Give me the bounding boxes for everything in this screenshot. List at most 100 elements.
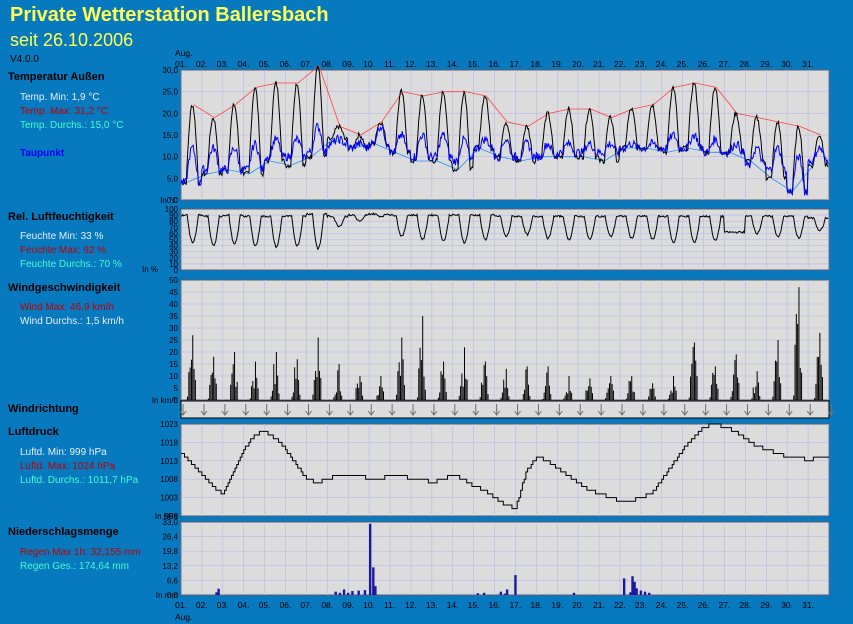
humidity-tick-label: 10 bbox=[169, 260, 178, 269]
temperature-tick-label: 0,0 bbox=[167, 196, 179, 205]
pressure-tick-label: 1008 bbox=[160, 475, 178, 484]
x-tick-label-top: 16. bbox=[489, 59, 501, 69]
wind-direction-arrow bbox=[326, 404, 333, 416]
x-tick-label-bottom: 25. bbox=[677, 600, 689, 610]
pressure-tick-label: 1023 bbox=[160, 420, 178, 429]
wind-direction-arrow bbox=[806, 404, 814, 416]
wind-direction-arrow bbox=[221, 404, 229, 416]
wind-direction-arrow bbox=[744, 404, 751, 416]
x-tick-label-bottom: 20. bbox=[572, 600, 584, 610]
rain-bar bbox=[374, 586, 377, 595]
x-tick-label-top: 14. bbox=[447, 59, 459, 69]
x-tick-label-top: 06. bbox=[280, 59, 292, 69]
x-tick-label-bottom: 07. bbox=[300, 600, 312, 610]
wind-direction-arrow bbox=[263, 404, 271, 416]
temp-max-envelope bbox=[193, 64, 821, 136]
x-tick-label-bottom: 01. bbox=[175, 600, 187, 610]
x-tick-label-bottom: 12. bbox=[405, 600, 417, 610]
rain-bar bbox=[631, 576, 634, 595]
wind-direction-arrow bbox=[200, 404, 208, 416]
rain-section-label: Niederschlagsmenge bbox=[8, 526, 119, 538]
x-tick-label-top: 28. bbox=[739, 59, 751, 69]
pressure-tick-label: 1018 bbox=[160, 438, 178, 447]
page-title: Private Wetterstation Ballersbach bbox=[10, 4, 329, 26]
x-tick-label-bottom: 19. bbox=[551, 600, 563, 610]
x-tick-label-top: 07. bbox=[300, 59, 312, 69]
wind-direction-arrow bbox=[785, 404, 793, 416]
x-tick-label-bottom: 31. bbox=[802, 600, 814, 610]
rain-bar bbox=[505, 589, 509, 595]
x-tick-label-top: 05. bbox=[259, 59, 271, 69]
temperature-series-line bbox=[180, 65, 829, 195]
wind-direction-arrow bbox=[639, 404, 647, 416]
pressure-section-label: Luftdruck bbox=[8, 426, 59, 438]
x-tick-label-top: 23. bbox=[635, 59, 647, 69]
wind-tick-label: 10 bbox=[169, 372, 178, 381]
rain-plot-area bbox=[180, 521, 830, 596]
x-tick-label-bottom: 29. bbox=[760, 600, 772, 610]
rain-bar bbox=[347, 592, 350, 595]
wind-avg: Wind Durchs.: 1,5 km/h bbox=[20, 316, 124, 327]
temperature-tick-label: 10,0 bbox=[162, 153, 178, 162]
wind-direction-arrow bbox=[472, 404, 480, 416]
month-label-bottom: Aug. bbox=[175, 612, 193, 622]
x-tick-label-bottom: 08. bbox=[321, 600, 333, 610]
x-tick-label-top: 03. bbox=[217, 59, 229, 69]
rain-tick-label: 6,6 bbox=[167, 576, 179, 585]
humidity-tick-label: 100 bbox=[165, 205, 179, 214]
wind-tick-label: 45 bbox=[169, 288, 178, 297]
rain-bar bbox=[514, 575, 517, 595]
x-tick-label-bottom: 11. bbox=[384, 600, 395, 610]
x-tick-label-top: 17. bbox=[509, 59, 521, 69]
temperature-section-label: Temperatur Außen bbox=[8, 71, 105, 83]
pressure-tick-label: 1003 bbox=[160, 494, 178, 503]
humidity-max: Feuchte Max: 92 % bbox=[20, 245, 107, 256]
rain-bar bbox=[639, 590, 643, 595]
x-tick-label-bottom: 17. bbox=[509, 600, 521, 610]
wind-direction-arrow bbox=[555, 404, 563, 416]
wind-direction-arrow bbox=[493, 404, 501, 416]
temperature-tick-label: 5,0 bbox=[167, 174, 179, 183]
x-tick-label-bottom: 03. bbox=[217, 600, 229, 610]
x-tick-label-top: 12. bbox=[405, 59, 417, 69]
wind-unit-label: In km/h bbox=[152, 396, 178, 405]
x-tick-label-bottom: 26. bbox=[698, 600, 710, 610]
wind-direction-arrow bbox=[618, 404, 626, 416]
x-tick-label-bottom: 05. bbox=[259, 600, 271, 610]
rain-bar bbox=[217, 588, 220, 595]
pressure-min: Luftd. Min: 999 hPa bbox=[20, 447, 107, 458]
temperature-tick-label: 25,0 bbox=[162, 88, 178, 97]
x-tick-label-top: 30. bbox=[781, 59, 793, 69]
rain-bar bbox=[499, 591, 503, 595]
wind-direction-arrow bbox=[764, 404, 772, 416]
humidity-tick-label: 50 bbox=[169, 236, 178, 245]
x-tick-label-top: 18. bbox=[530, 59, 542, 69]
x-tick-label-bottom: 16. bbox=[489, 600, 501, 610]
humidity-tick-label: 20 bbox=[169, 254, 178, 263]
dewpoint-series-line bbox=[180, 122, 829, 196]
x-tick-label-bottom: 09. bbox=[342, 600, 354, 610]
wind-direction-section-label: Windrichtung bbox=[8, 403, 79, 415]
rain-bar bbox=[351, 591, 354, 595]
rain-bar bbox=[572, 592, 576, 595]
x-tick-label-top: 22. bbox=[614, 59, 626, 69]
wind-section-label: Windgeschwindigkeit bbox=[8, 282, 121, 294]
wind-direction-arrow bbox=[367, 404, 375, 416]
wind-tick-label: 30 bbox=[169, 324, 178, 333]
dewpoint-label: Taupunkt bbox=[20, 148, 65, 159]
wind-tick-label: 20 bbox=[169, 348, 178, 357]
x-tick-label-bottom: 10. bbox=[363, 600, 375, 610]
wind-direction-arrow bbox=[535, 404, 542, 416]
pressure-tick-label: 1013 bbox=[160, 457, 178, 466]
pressure-max: Luftd. Max: 1024 hPa bbox=[20, 461, 116, 472]
rain-bar bbox=[215, 592, 218, 595]
temperature-avg: Temp. Durchs.: 15,0 °C bbox=[20, 120, 124, 131]
rain-bar bbox=[476, 593, 480, 595]
pressure-plot-area bbox=[180, 423, 830, 517]
x-tick-label-bottom: 24. bbox=[656, 600, 668, 610]
rain-tick-label: 0,0 bbox=[167, 591, 179, 600]
humidity-tick-label: 40 bbox=[169, 242, 178, 251]
x-tick-label-top: 09. bbox=[342, 59, 354, 69]
rain-max: Regen Max 1h: 32,155 mm bbox=[20, 547, 141, 558]
rain-bar bbox=[643, 591, 647, 595]
